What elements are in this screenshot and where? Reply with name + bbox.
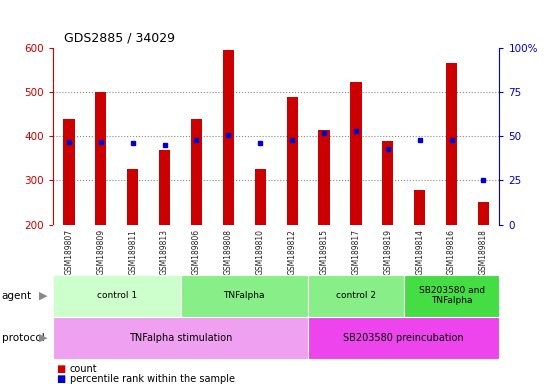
- Text: control 1: control 1: [97, 291, 137, 300]
- Bar: [414, 190, 425, 225]
- Bar: [53, 317, 308, 359]
- Text: GDS2885 / 34029: GDS2885 / 34029: [64, 31, 175, 44]
- Bar: [95, 92, 107, 225]
- Text: ■: ■: [56, 374, 65, 384]
- Bar: [64, 119, 75, 225]
- Text: GSM189808: GSM189808: [224, 228, 233, 275]
- Bar: [404, 275, 499, 317]
- Bar: [308, 275, 404, 317]
- Text: GSM189810: GSM189810: [256, 228, 264, 275]
- Bar: [181, 275, 308, 317]
- Bar: [254, 169, 266, 225]
- Bar: [159, 150, 170, 225]
- Text: ■: ■: [56, 364, 65, 374]
- Text: GSM189815: GSM189815: [320, 228, 329, 275]
- Bar: [478, 202, 489, 225]
- Text: GSM189812: GSM189812: [288, 228, 297, 275]
- Text: GSM189813: GSM189813: [160, 228, 169, 275]
- Text: SB203580 preincubation: SB203580 preincubation: [343, 333, 464, 343]
- Bar: [53, 275, 181, 317]
- Bar: [446, 63, 457, 225]
- Text: ▶: ▶: [39, 333, 47, 343]
- Text: control 2: control 2: [336, 291, 376, 300]
- Bar: [382, 141, 393, 225]
- Text: GSM189806: GSM189806: [192, 228, 201, 275]
- Text: agent: agent: [2, 291, 32, 301]
- Text: GSM189816: GSM189816: [447, 228, 456, 275]
- Text: protocol: protocol: [2, 333, 45, 343]
- Text: count: count: [70, 364, 98, 374]
- Bar: [287, 97, 298, 225]
- Bar: [319, 130, 330, 225]
- Bar: [127, 169, 138, 225]
- Text: TNFalpha: TNFalpha: [224, 291, 265, 300]
- Text: GSM189809: GSM189809: [97, 228, 105, 275]
- Text: GSM189814: GSM189814: [415, 228, 424, 275]
- Bar: [350, 82, 362, 225]
- Text: GSM189819: GSM189819: [383, 228, 392, 275]
- Bar: [223, 50, 234, 225]
- Text: GSM189817: GSM189817: [352, 228, 360, 275]
- Text: percentile rank within the sample: percentile rank within the sample: [70, 374, 235, 384]
- Text: GSM189818: GSM189818: [479, 228, 488, 275]
- Text: GSM189807: GSM189807: [65, 228, 74, 275]
- Text: ▶: ▶: [39, 291, 47, 301]
- Bar: [191, 119, 202, 225]
- Text: SB203580 and
TNFalpha: SB203580 and TNFalpha: [418, 286, 485, 305]
- Text: TNFalpha stimulation: TNFalpha stimulation: [129, 333, 232, 343]
- Text: GSM189811: GSM189811: [128, 228, 137, 275]
- Bar: [308, 317, 499, 359]
